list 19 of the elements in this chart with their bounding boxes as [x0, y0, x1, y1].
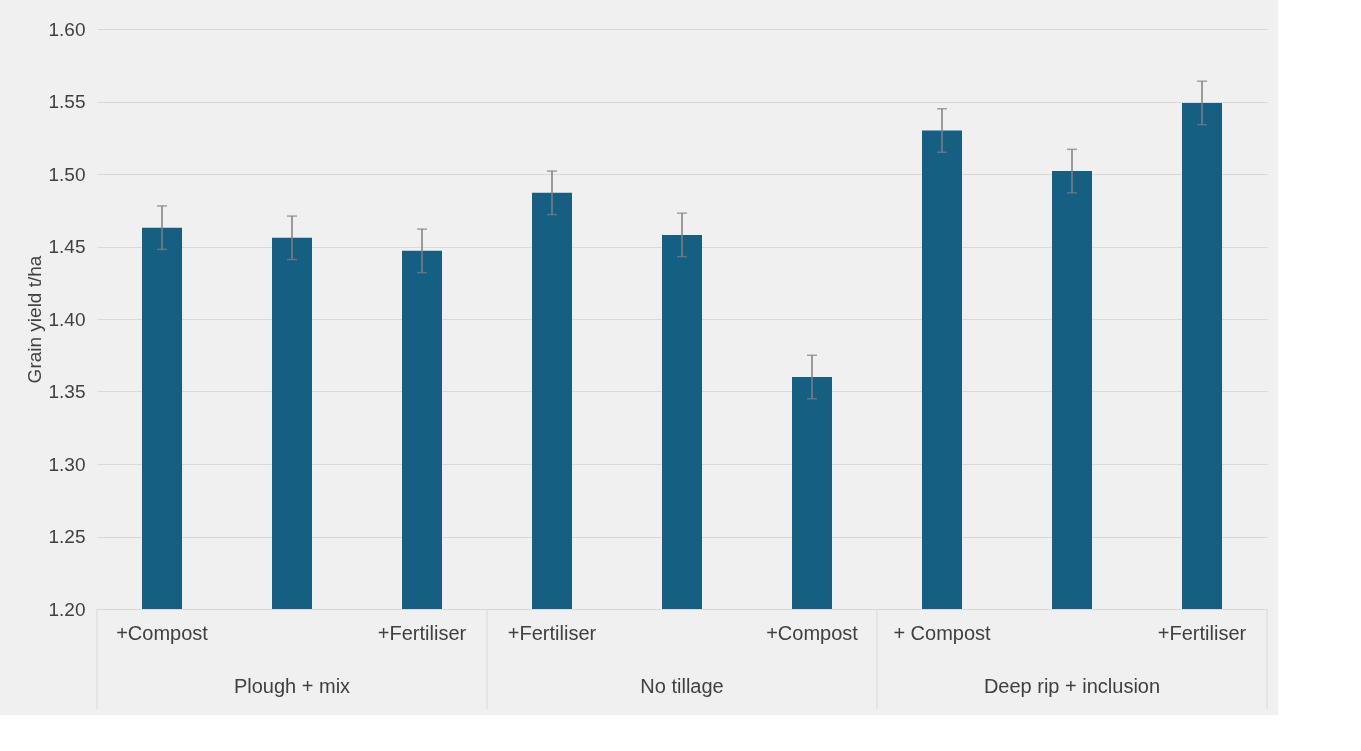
text: No tillage: [640, 675, 724, 697]
x-tick-label: +Fertiliser: [507, 621, 597, 644]
text: Plough + mix: [233, 675, 351, 697]
x-tick-label: +Fertiliser: [1157, 621, 1247, 644]
y-tick-label: 1.50: [48, 163, 86, 185]
y-tick-label: 1.25: [48, 526, 86, 547]
y-tick-label: 1.20: [48, 598, 86, 620]
y-tick-label: 1.55: [48, 91, 86, 112]
y-tick-label: 1.35: [48, 381, 86, 402]
x-tick-label: +Compost: [766, 621, 859, 644]
x-tick-label: +Compost: [116, 621, 209, 644]
x-tick-label: +Fertiliser: [377, 621, 467, 644]
y-tick-label: 1.40: [48, 308, 86, 330]
y-tick-label: 1.45: [48, 236, 86, 257]
y-axis-title: Grain yield t/ha: [23, 255, 45, 384]
y-tick-label: 1.60: [48, 18, 86, 40]
text: Deep rip + inclusion: [983, 675, 1161, 697]
y-tick-label: 1.30: [48, 453, 86, 475]
x-tick-label: + Compost: [893, 621, 992, 644]
